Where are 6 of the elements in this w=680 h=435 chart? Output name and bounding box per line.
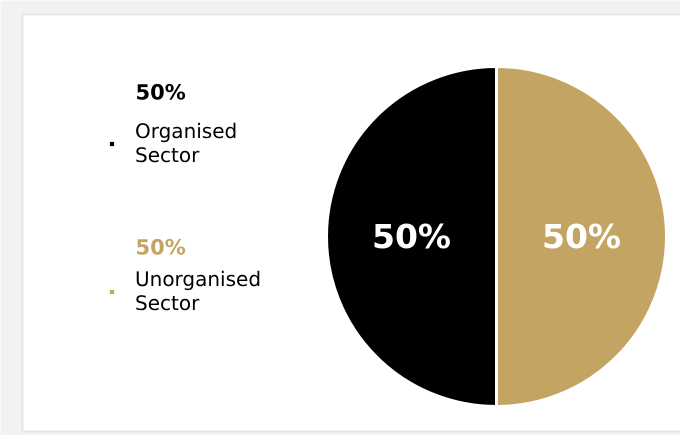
data-label: 50% <box>542 217 622 256</box>
legend-label: Organised Sector <box>135 119 238 167</box>
text: 50% <box>136 236 186 260</box>
legend-label: Unorganised Sector <box>135 267 262 315</box>
text: 50% <box>136 80 186 104</box>
data-label: 50% <box>372 217 452 256</box>
